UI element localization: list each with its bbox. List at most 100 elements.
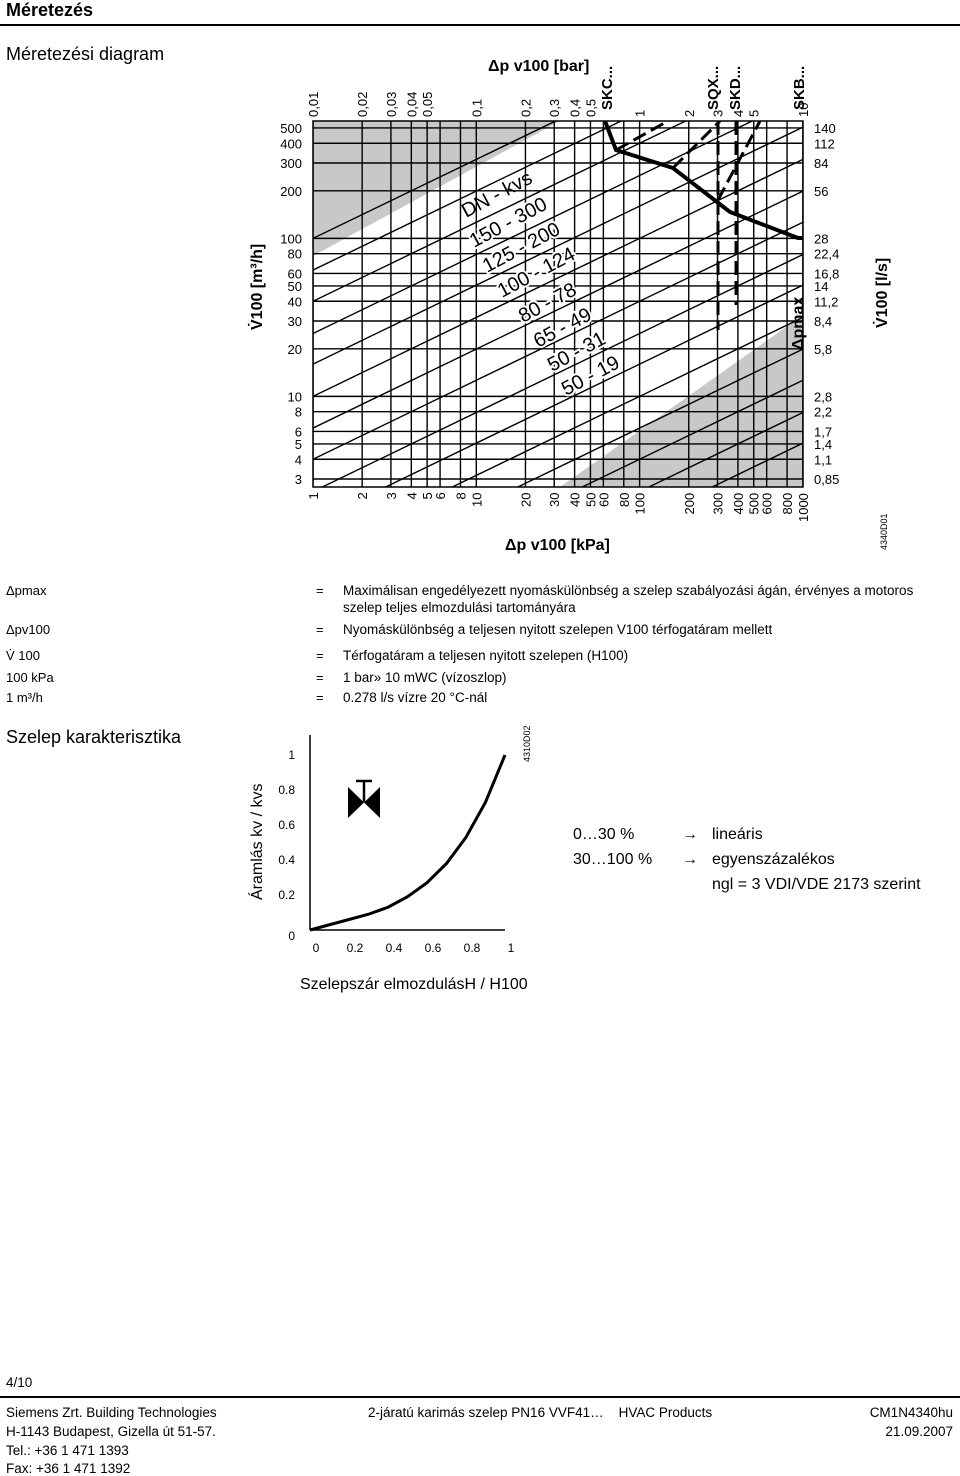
footer-fax: Fax: +36 1 471 1392	[6, 1461, 131, 1476]
char-x-tick-label: 0	[313, 941, 320, 955]
char-x-tick-label: 0.2	[347, 941, 364, 955]
left-axis-label: V̇100 [m³/h]	[248, 244, 266, 330]
kvs-line	[384, 284, 803, 487]
sizing-diagram-title: Méretezési diagram	[6, 44, 165, 64]
footer-product: 2-járatú karimás szelep PN16 VVF41… HVAC…	[368, 1405, 713, 1420]
bar-tick-label: 0,03	[384, 92, 399, 117]
bar-tick-label: 0,3	[547, 99, 562, 117]
kpa-tick-label: 50	[583, 493, 598, 507]
char-x-tick-label: 0.6	[425, 941, 442, 955]
legend-eq: =	[316, 690, 324, 705]
ls-tick-label: 1,1	[814, 452, 832, 467]
bar-tick-label: 0,4	[568, 99, 583, 117]
kvs-line	[313, 221, 803, 460]
bar-tick-label: 0,04	[404, 92, 419, 117]
footer-address: H-1143 Budapest, Gizella út 51-57.	[6, 1424, 216, 1439]
char-y-tick-label: 0.2	[278, 888, 295, 902]
characteristic-chart: 1 0.8 0.6 0.4 0.2 0 0 0.2 0.4 0.6 0.8 1 Áramlás kv…	[247, 725, 532, 993]
kpa-tick-label: 800	[780, 493, 795, 515]
top-axis-label: Δp v100 [bar]	[488, 58, 589, 75]
ls-tick-label: 0,85	[814, 472, 839, 487]
legend-eq: =	[316, 670, 324, 685]
kpa-tick-label: 600	[760, 493, 775, 515]
header-rule	[0, 24, 960, 26]
char-row-equal-range: 30…100 %	[573, 851, 653, 868]
ls-tick-label: 11,2	[814, 294, 838, 309]
footer-date: 21.09.2007	[885, 1424, 953, 1439]
kvs-line	[313, 121, 688, 302]
legend-eq: =	[316, 622, 324, 637]
footer-doc-code: CM1N4340hu	[869, 1405, 953, 1420]
footer-company: Siemens Zrt. Building Technologies	[6, 1405, 217, 1420]
bar-tick-label: 2	[682, 110, 697, 117]
ls-tick-label: 56	[814, 184, 828, 199]
legend-symbol-m3h: 1 m³/h	[6, 690, 43, 705]
kvs-line	[313, 121, 623, 271]
bar-tick-label: 0,05	[420, 92, 435, 117]
kvs-line	[313, 121, 558, 240]
kpa-tick-label: 10	[469, 493, 484, 507]
arrow-right-icon: →	[682, 851, 698, 868]
ls-tick-label: 28	[814, 231, 828, 246]
ls-tick-label: 5,8	[814, 342, 832, 357]
ls-tick-label: 1,7	[814, 424, 832, 439]
ls-tick-label: 2,2	[814, 405, 832, 420]
ls-tick-label: 22,4	[814, 247, 839, 262]
char-y-tick-label: 0.8	[278, 783, 295, 797]
kpa-tick-label: 1	[306, 492, 321, 499]
kvs-line	[516, 348, 803, 487]
kvs-line	[580, 379, 803, 487]
sizing-diagram: 0,01 0,02 0,03 0,04 0,05 0,1 0,2 0,3 0,4 0,5 1 2 3 4 5…	[248, 58, 891, 554]
ls-tick-label: 1,4	[814, 437, 832, 452]
char-x-tick-label: 0.4	[386, 941, 403, 955]
legend-text-m3h: 0.278 l/s vízre 20 °C-nál	[343, 690, 488, 705]
char-row-linear-range: 0…30 %	[573, 826, 635, 843]
m3h-tick-label: 5	[295, 437, 302, 452]
char-x-tick-label: 0.8	[464, 941, 481, 955]
legend-symbol-v100: V̇ 100	[6, 648, 40, 663]
kpa-tick-label: 3	[384, 492, 399, 499]
kpa-tick-label: 6	[433, 492, 448, 499]
kpa-tick-label: 20	[518, 493, 533, 507]
m3h-tick-label: 8	[295, 405, 302, 420]
char-y-tick-label: 0.4	[278, 853, 295, 867]
bottom-axis-label: Δp v100 [kPa]	[505, 537, 610, 554]
legend-eq: =	[316, 583, 324, 598]
kvs-line	[710, 442, 803, 487]
legend-eq: =	[316, 648, 324, 663]
m3h-tick-label: 100	[280, 231, 302, 246]
page-number: 4/10	[6, 1375, 33, 1390]
char-row-equal-desc: egyenszázalékos	[712, 851, 835, 868]
right-axis-label: V̇100 [l/s]	[873, 258, 891, 328]
legend-text-pmax: Maximálisan engedélyezett nyomáskülönbsé…	[343, 583, 914, 615]
m3h-tick-label: 60	[288, 266, 302, 281]
ls-tick-label: 8,4	[814, 314, 832, 329]
page-title: Méretezés	[6, 0, 94, 20]
kvs-line	[313, 158, 803, 398]
bar-tick-label: 0,01	[306, 92, 321, 117]
bar-tick-label: 4	[731, 110, 746, 117]
kpa-tick-label: 40	[568, 493, 583, 507]
kpa-tick-label: 300	[711, 493, 726, 515]
kpa-tick-label: 5	[420, 492, 435, 499]
characteristic-title: Szelep karakterisztika	[6, 727, 182, 747]
kpa-tick-label: 8	[453, 492, 468, 499]
kvs-line	[450, 316, 803, 487]
m3h-tick-label: 3	[295, 472, 302, 487]
char-diagram-code: 4310D02	[522, 725, 532, 762]
kvs-line	[313, 121, 754, 335]
footer-rule	[0, 1396, 960, 1398]
kpa-tick-label: 2	[355, 492, 370, 499]
arrow-right-icon: →	[682, 826, 698, 843]
char-y-tick-label: 0	[288, 929, 295, 943]
m3h-tick-label: 50	[288, 279, 302, 294]
kpa-tick-label: 200	[682, 493, 697, 515]
bar-tick-label: 3	[711, 110, 726, 117]
char-y-tick-label: 1	[288, 748, 295, 762]
bar-tick-label: 0,2	[518, 99, 533, 117]
legend-symbol-kpa: 100 kPa	[6, 670, 54, 685]
kpa-tick-label: 500	[747, 493, 762, 515]
kvs-line	[313, 190, 803, 429]
m3h-tick-label: 80	[288, 247, 302, 262]
m3h-tick-label: 4	[295, 452, 302, 467]
